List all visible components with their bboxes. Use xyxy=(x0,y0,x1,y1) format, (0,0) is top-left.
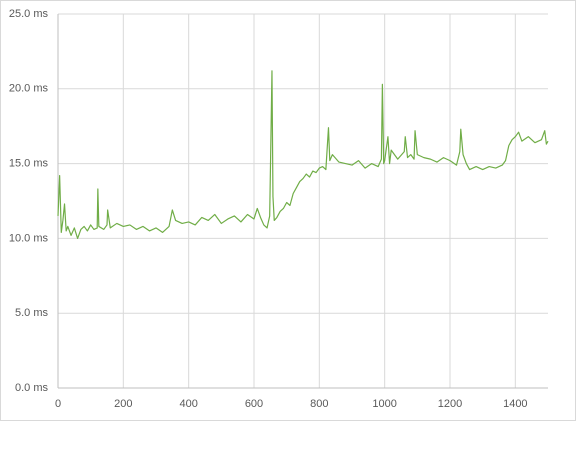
y-tick-label: 25.0 ms xyxy=(9,8,49,20)
x-tick-label: 1000 xyxy=(372,398,396,410)
x-tick-label: 800 xyxy=(310,398,328,410)
x-tick-label: 1400 xyxy=(503,398,527,410)
chart-frame xyxy=(0,0,576,421)
x-tick-label: 400 xyxy=(179,398,197,410)
y-tick-label: 0.0 ms xyxy=(15,382,49,394)
y-tick-label: 20.0 ms xyxy=(9,83,49,95)
x-tick-label: 200 xyxy=(114,398,132,410)
y-tick-label: 10.0 ms xyxy=(9,232,49,244)
data-line xyxy=(57,70,549,239)
y-tick-label: 15.0 ms xyxy=(9,158,49,170)
x-tick-label: 0 xyxy=(55,398,61,410)
x-tick-label: 1200 xyxy=(438,398,462,410)
x-tick-label: 600 xyxy=(245,398,263,410)
y-tick-label: 5.0 ms xyxy=(15,307,49,319)
